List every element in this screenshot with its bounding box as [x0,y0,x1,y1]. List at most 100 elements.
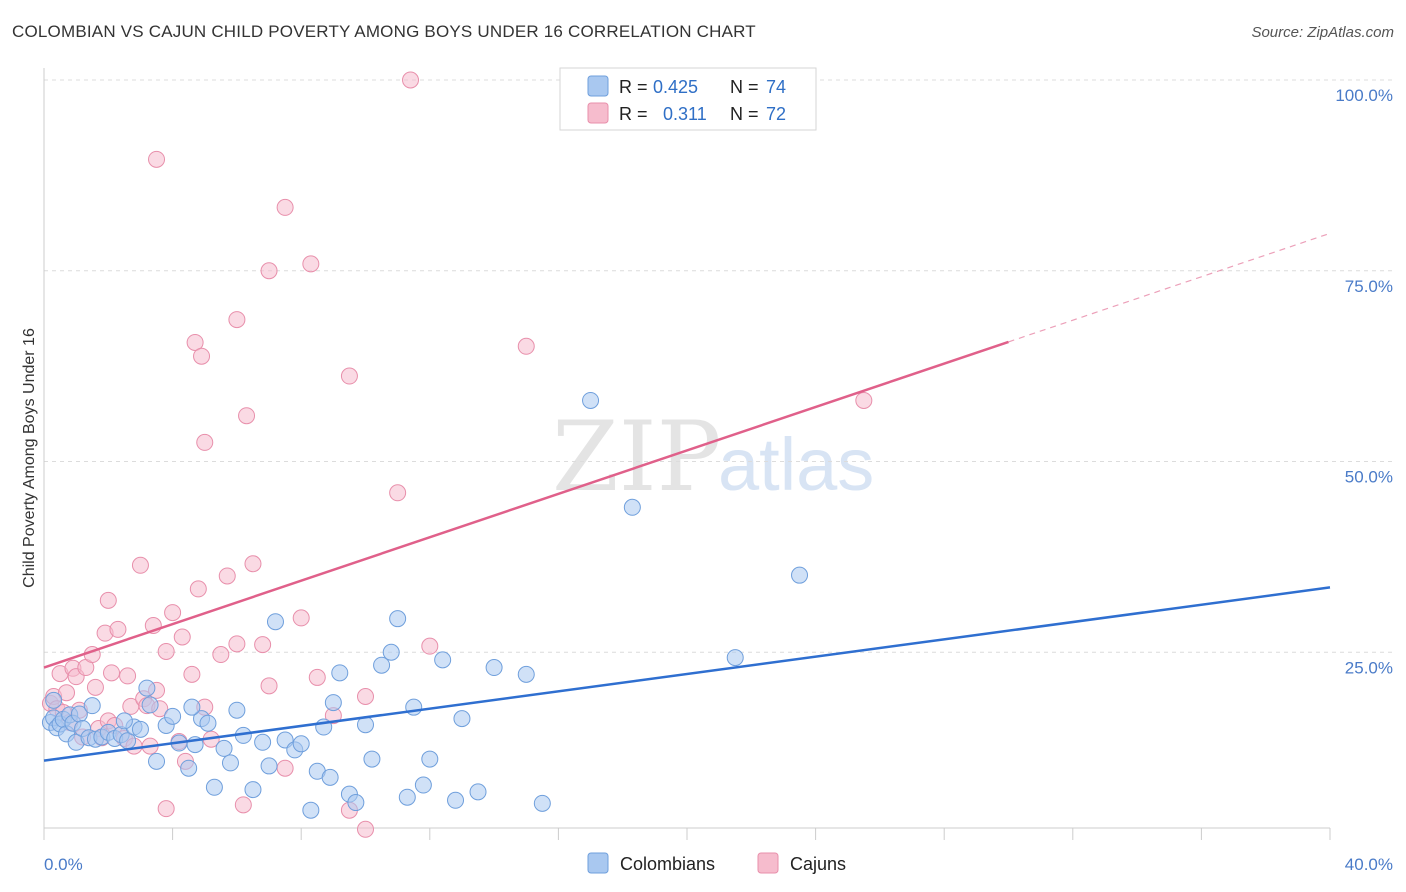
cajuns-point [260,677,278,695]
colombians-point [266,613,284,631]
legend-swatch-cajuns [587,102,609,124]
legend-bottom-label-colombians: Colombians [620,854,715,874]
cajuns-point [193,347,211,365]
cajuns-point [212,646,230,664]
cajuns-point [228,311,246,329]
colombians-point [215,739,233,757]
legend-bottom-swatch-cajuns [757,852,779,874]
cajuns-point [131,556,149,574]
colombians-point [183,698,201,716]
cajuns-point [254,636,272,654]
colombians-point [199,714,217,732]
legend-r-label-cajuns: R = [619,104,648,124]
colombians-point [260,757,278,775]
cajuns-point [276,759,294,777]
legend-r-value-cajuns: 0.311 [663,104,707,124]
y-axis-label: Child Poverty Among Boys Under 16 [21,328,38,588]
cajuns-point [340,367,358,385]
legend-r-label-colombians: R = [619,77,648,97]
colombians-point [138,679,156,697]
colombians-point [414,776,432,794]
cajuns-point [196,433,214,451]
legend-n-value-colombians: 74 [766,77,786,97]
colombians-point [398,788,416,806]
legend-n-label-cajuns: N = [730,104,759,124]
cajuns-point [308,668,326,686]
cajuns-point [99,591,117,609]
cajuns-point [238,407,256,425]
cajuns-point [109,620,127,638]
legend-n-label-colombians: N = [730,77,759,97]
legend-top: R = 0.425 N = 74 R = 0.311 N = 72 [559,67,817,131]
watermark-atlas: atlas [718,423,874,506]
cajuns-point [260,262,278,280]
colombians-point [363,750,381,768]
cajuns-point [276,198,294,216]
colombians-point [324,694,342,712]
cajuns-point [157,800,175,818]
y-tick-label-50: 50.0% [1345,468,1393,487]
colombians-point [469,783,487,801]
cajuns-point [855,391,873,409]
colombians-point [131,720,149,738]
y-tick-label-25: 25.0% [1345,658,1393,677]
cajuns-point [119,667,137,685]
colombians-point [373,656,391,674]
colombians-point [421,750,439,768]
colombians-point [485,659,503,677]
colombians-point [517,665,535,683]
cajuns-point [148,150,166,168]
y-tick-labels: 100.0% 75.0% 50.0% 25.0% [1335,86,1393,677]
trend-line-cajuns [43,340,1009,669]
colombians-point [347,794,365,812]
cajuns-point [517,337,535,355]
chart-title: COLOMBIAN VS CAJUN CHILD POVERTY AMONG B… [12,22,756,41]
cajuns-point [421,637,439,655]
y-tick-label-100: 100.0% [1335,86,1393,105]
trend-lines [43,232,1331,762]
cajuns-point [357,820,374,838]
colombians-point [141,696,159,714]
colombians-point [180,759,198,777]
cajuns-point [234,796,252,814]
cajuns-point [86,678,104,696]
cajuns-point [302,255,320,273]
legend-r-value-colombians: 0.425 [653,77,698,97]
legend-swatch-colombians [587,75,609,97]
cajuns-point [357,688,374,706]
chart-source: Source: ZipAtlas.com [1251,24,1394,41]
colombians-point [331,664,349,682]
cajuns-point [186,333,204,351]
colombians-point [45,691,63,709]
series-colombians-points [41,391,809,819]
trend-line-cajuns-extension [1008,232,1331,343]
cajuns-point [218,567,236,585]
x-ticks [43,828,1331,840]
legend-bottom: Colombians Cajuns [587,852,846,874]
colombians-point [533,794,551,812]
colombians-point [623,498,641,516]
cajuns-point [183,665,201,683]
cajuns-point [58,684,76,702]
cajuns-point [164,604,182,622]
colombians-point [221,754,239,772]
cajuns-point [157,642,175,660]
colombians-point [205,778,223,796]
y-tick-label-75: 75.0% [1345,277,1393,296]
colombians-point [83,697,101,715]
colombians-point [228,701,246,719]
legend-n-value-cajuns: 72 [766,104,786,124]
cajuns-point [103,664,121,682]
colombians-point [453,710,471,728]
colombians-point [321,768,339,786]
cajuns-point [402,71,420,89]
colombians-point [726,649,744,667]
legend-bottom-label-cajuns: Cajuns [790,854,846,874]
colombians-point [434,651,452,669]
colombians-point [447,791,465,809]
colombians-point [582,391,600,409]
x-tick-label-min: 0.0% [44,855,83,874]
colombians-point [791,566,809,584]
colombians-point [148,752,166,770]
